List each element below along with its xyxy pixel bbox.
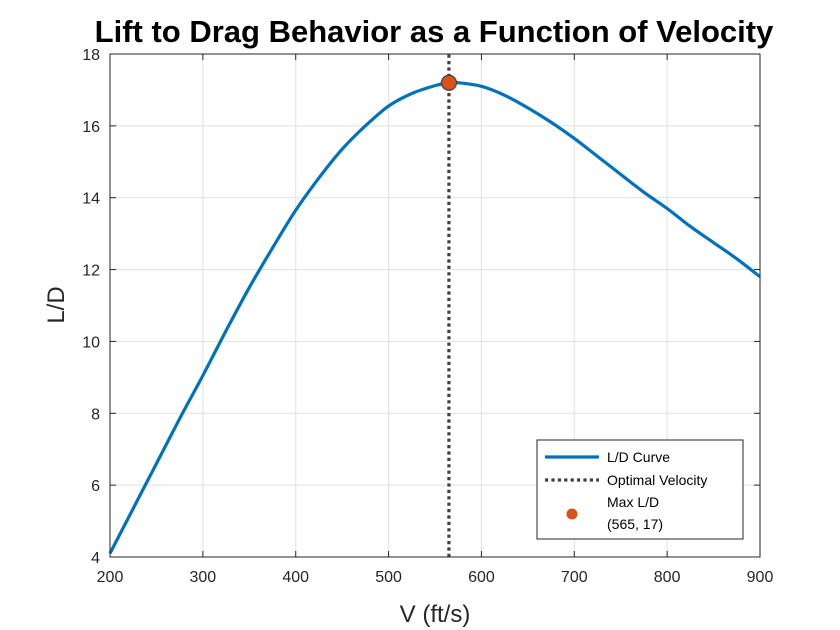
x-tick-label: 900 [747, 569, 774, 586]
legend-label-max-ld: Max L/D [607, 494, 659, 510]
x-axis-label: V (ft/s) [400, 601, 471, 628]
legend: L/D Curve Optimal Velocity Max L/D (565, 17… [536, 439, 744, 540]
x-tick-label: 200 [97, 569, 124, 586]
plot-frame [109, 53, 761, 558]
legend-swatch-max-ld [566, 508, 578, 520]
x-tick-label: 700 [561, 569, 588, 586]
legend-label-ld-curve: L/D Curve [607, 449, 670, 465]
y-tick-label: 18 [82, 47, 100, 64]
x-tick-label: 600 [468, 569, 495, 586]
chart-title: Lift to Drag Behavior as a Function of V… [95, 14, 774, 49]
legend-box [536, 439, 744, 540]
x-tick-label: 400 [282, 569, 309, 586]
x-tick-label: 300 [190, 569, 217, 586]
max-ld-marker [440, 74, 458, 91]
y-tick-label: 8 [91, 406, 100, 423]
legend-label-max-ld-value: (565, 17) [607, 516, 663, 532]
y-tick-label: 4 [91, 550, 100, 567]
x-tick-label: 500 [375, 569, 402, 586]
y-tick-label: 14 [82, 191, 100, 208]
y-tick-label: 10 [82, 334, 100, 351]
y-tick-label: 12 [82, 263, 100, 280]
series-layer [108, 54, 761, 557]
y-tick-label: 6 [91, 478, 100, 495]
x-tick-label: 800 [654, 569, 681, 586]
ticks: 200 300 400 500 600 700 800 900 4 6 8 10 12 14 16 18 [82, 47, 773, 586]
y-axis-label: L/D [43, 286, 70, 323]
y-tick-label: 16 [82, 119, 100, 136]
legend-label-optimal-velocity: Optimal Velocity [607, 472, 707, 488]
